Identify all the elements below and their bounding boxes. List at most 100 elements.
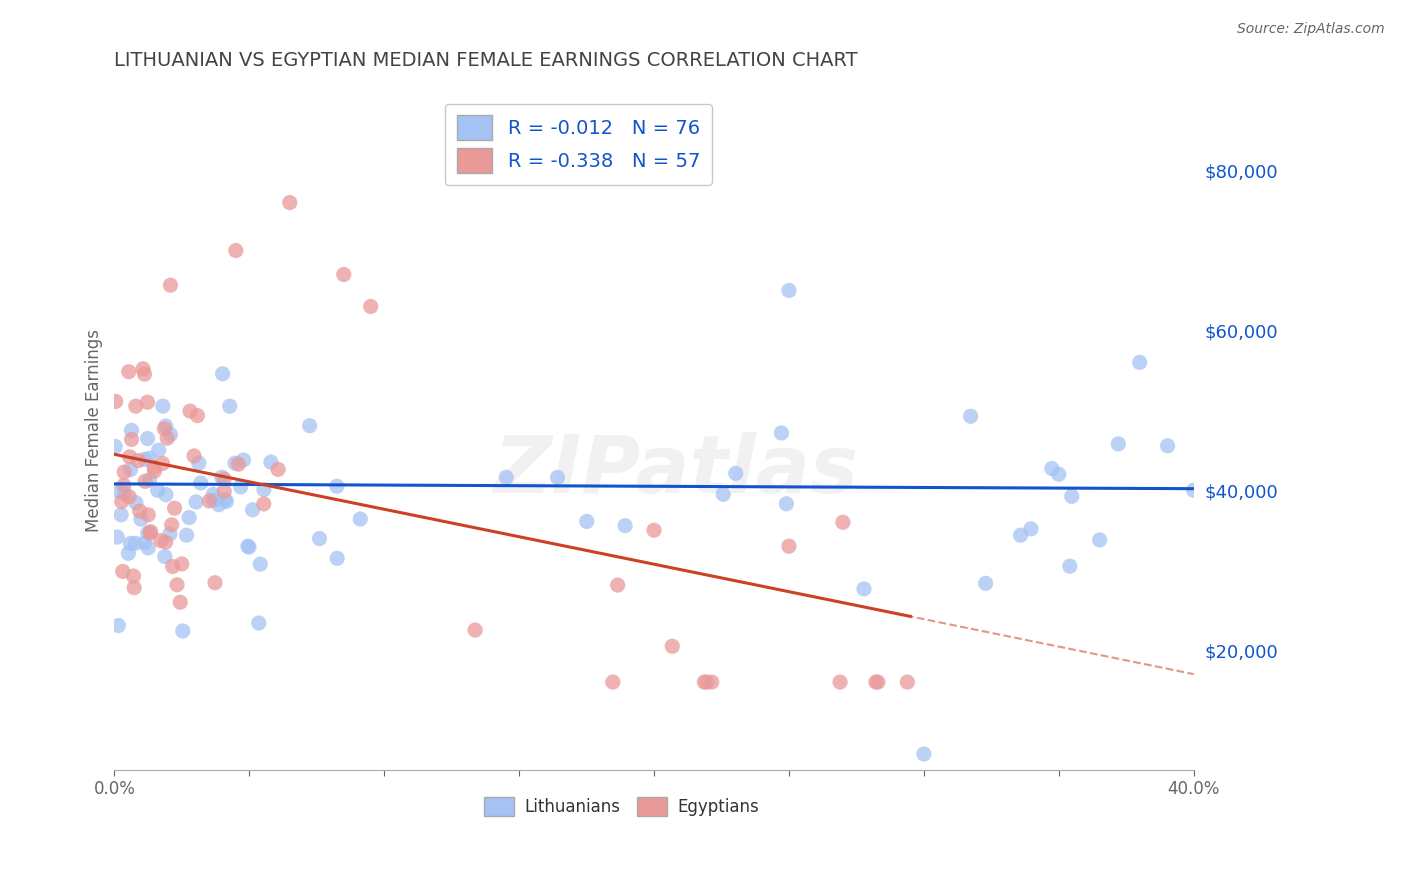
Point — [1010, 528, 1032, 542]
Point — [218, 399, 240, 413]
Point — [228, 457, 250, 471]
Point — [253, 483, 276, 497]
Point — [160, 517, 183, 532]
Point — [153, 549, 176, 564]
Point — [700, 675, 723, 690]
Point — [711, 487, 734, 501]
Point — [332, 268, 354, 282]
Point — [183, 449, 205, 463]
Point — [214, 492, 236, 507]
Point — [249, 558, 271, 572]
Point — [232, 453, 254, 467]
Point — [118, 490, 141, 504]
Point — [136, 432, 159, 446]
Point — [112, 465, 135, 479]
Point — [212, 484, 235, 499]
Point — [120, 462, 142, 476]
Point — [139, 525, 162, 540]
Point — [121, 423, 143, 437]
Point — [643, 523, 665, 537]
Point — [105, 530, 128, 544]
Point — [326, 479, 349, 493]
Point — [260, 455, 283, 469]
Point — [204, 575, 226, 590]
Point — [866, 675, 889, 690]
Point — [360, 300, 382, 314]
Point — [202, 493, 225, 508]
Text: Source: ZipAtlas.com: Source: ZipAtlas.com — [1237, 22, 1385, 37]
Point — [852, 582, 875, 596]
Text: LITHUANIAN VS EGYPTIAN MEDIAN FEMALE EARNINGS CORRELATION CHART: LITHUANIAN VS EGYPTIAN MEDIAN FEMALE EAR… — [114, 51, 858, 70]
Point — [118, 450, 141, 464]
Point — [1088, 533, 1111, 547]
Point — [778, 539, 800, 553]
Point — [211, 367, 233, 381]
Point — [132, 361, 155, 376]
Point — [155, 488, 177, 502]
Point — [238, 540, 260, 554]
Point — [127, 453, 149, 467]
Point — [172, 624, 194, 638]
Point — [575, 515, 598, 529]
Point — [111, 494, 134, 508]
Point — [107, 484, 129, 499]
Point — [122, 569, 145, 583]
Point — [1182, 483, 1205, 498]
Point — [1019, 522, 1042, 536]
Point — [1040, 461, 1063, 475]
Point — [278, 195, 301, 210]
Point — [224, 456, 246, 470]
Point — [159, 427, 181, 442]
Point — [136, 508, 159, 522]
Point — [120, 536, 142, 550]
Point — [170, 557, 193, 571]
Point — [190, 475, 212, 490]
Point — [136, 541, 159, 555]
Point — [163, 501, 186, 516]
Point — [778, 284, 800, 298]
Point — [349, 512, 371, 526]
Point — [134, 452, 156, 467]
Point — [495, 470, 517, 484]
Point — [155, 419, 177, 434]
Point — [111, 565, 134, 579]
Point — [124, 536, 146, 550]
Point — [308, 532, 330, 546]
Point — [166, 578, 188, 592]
Point — [143, 464, 166, 478]
Point — [152, 457, 174, 471]
Point — [229, 480, 252, 494]
Point — [129, 512, 152, 526]
Point — [974, 576, 997, 591]
Point — [896, 675, 918, 690]
Point — [146, 483, 169, 498]
Point — [104, 439, 127, 453]
Point — [152, 399, 174, 413]
Point — [122, 581, 145, 595]
Point — [149, 533, 172, 548]
Point — [125, 496, 148, 510]
Point — [148, 443, 170, 458]
Point — [125, 399, 148, 413]
Point — [614, 518, 637, 533]
Point — [242, 503, 264, 517]
Point — [464, 623, 486, 637]
Point — [202, 487, 225, 501]
Point — [134, 367, 156, 381]
Point — [110, 508, 132, 522]
Point — [139, 524, 162, 539]
Point — [136, 395, 159, 409]
Point — [298, 418, 321, 433]
Point — [959, 409, 981, 424]
Point — [865, 675, 887, 690]
Point — [211, 470, 233, 484]
Point — [326, 551, 349, 566]
Point — [724, 467, 747, 481]
Point — [112, 486, 135, 500]
Point — [225, 244, 247, 258]
Point — [696, 675, 718, 690]
Point — [153, 422, 176, 436]
Point — [661, 639, 683, 653]
Point — [1156, 439, 1178, 453]
Point — [179, 510, 201, 524]
